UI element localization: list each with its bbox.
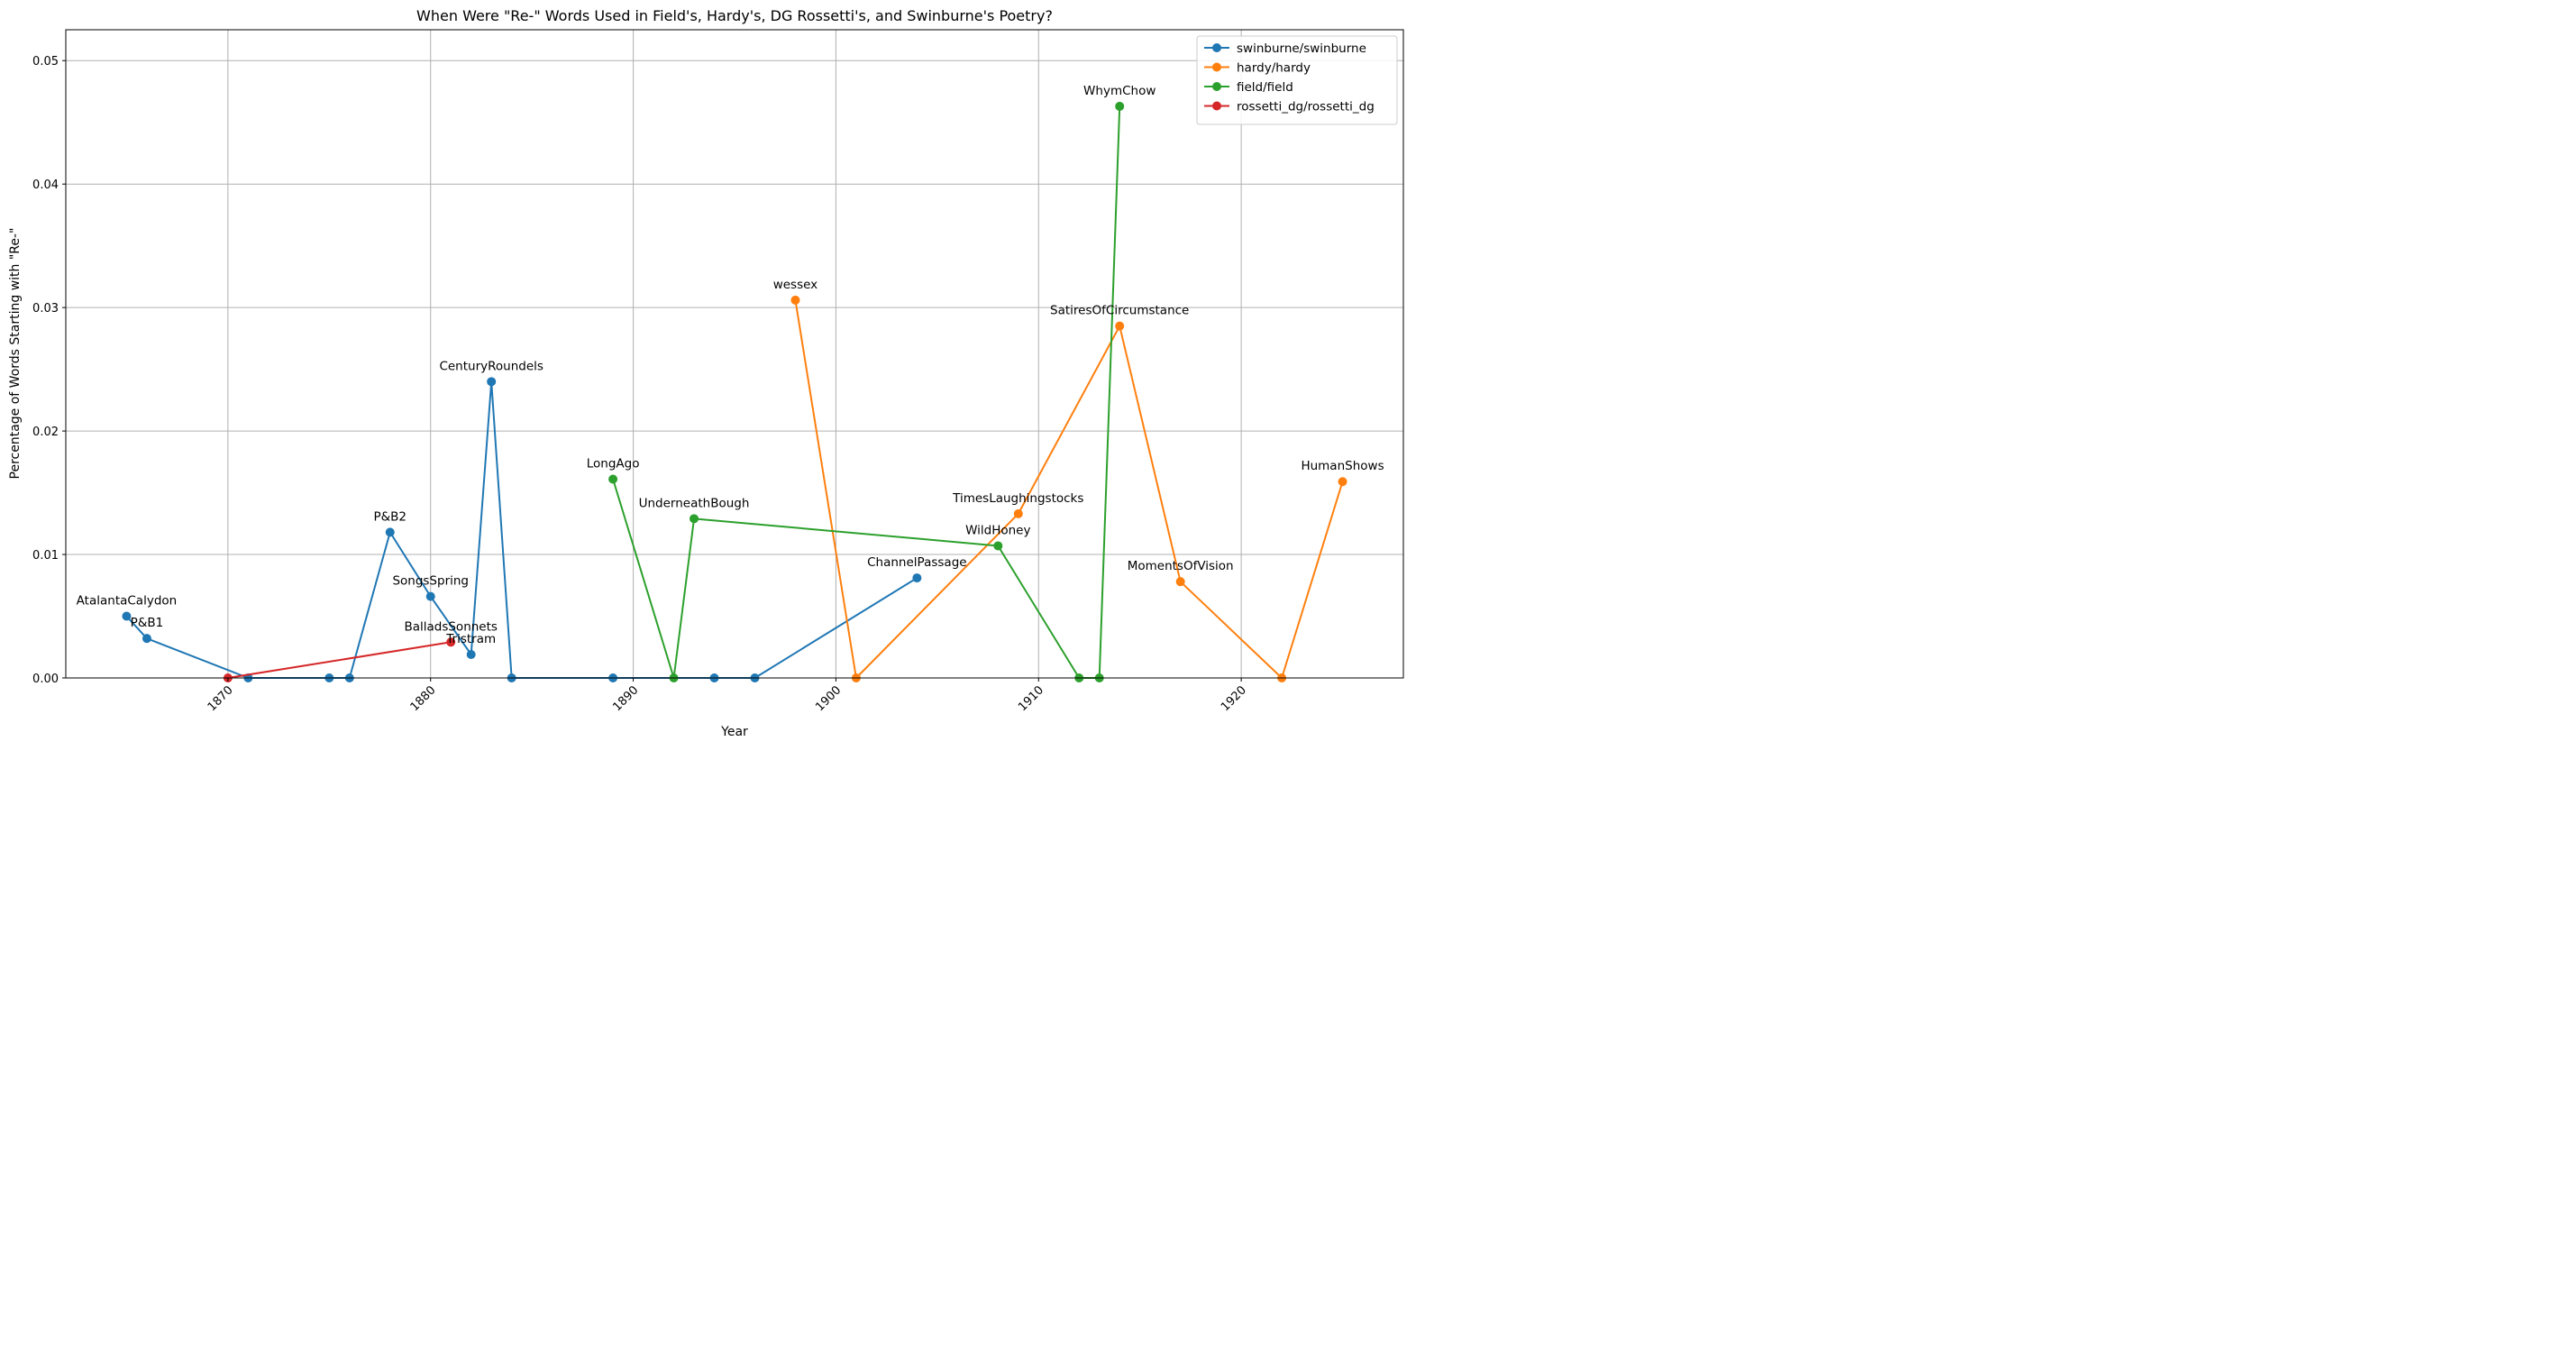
y-tick-label: 0.02 bbox=[32, 426, 59, 439]
y-axis-label: Percentage of Words Starting with "Re-" bbox=[8, 228, 23, 480]
legend: swinburne/swinburne hardy/hardy field/fiel… bbox=[1196, 35, 1398, 125]
legend-entry: rossetti_dg/rossetti_dg bbox=[1204, 100, 1375, 114]
legend-entry: hardy/hardy bbox=[1204, 61, 1311, 76]
data-point bbox=[446, 637, 456, 647]
point-annotation: BalladsSonnets bbox=[404, 619, 498, 634]
chart-title: When Were "Re-" Words Used in Field's, H… bbox=[416, 7, 1053, 24]
data-point bbox=[142, 634, 151, 644]
legend-label: hardy/hardy bbox=[1237, 61, 1311, 76]
legend-label: swinburne/swinburne bbox=[1237, 41, 1366, 56]
chart-background bbox=[0, 0, 1413, 744]
data-point bbox=[122, 611, 132, 621]
data-point bbox=[1175, 577, 1185, 587]
y-tick-label: 0.00 bbox=[32, 673, 59, 686]
point-annotation: SatiresOfCircumstance bbox=[1050, 304, 1189, 318]
legend-swatch-marker bbox=[1212, 82, 1221, 91]
data-point bbox=[385, 527, 395, 537]
legend-entry: field/field bbox=[1204, 80, 1293, 95]
data-point bbox=[1115, 321, 1125, 331]
data-point bbox=[790, 295, 800, 305]
plot-frame bbox=[65, 29, 1404, 679]
data-point bbox=[690, 514, 699, 524]
point-annotation: CenturyRoundels bbox=[439, 359, 543, 373]
legend-label: field/field bbox=[1237, 80, 1293, 95]
point-annotation: Tristram bbox=[445, 632, 496, 646]
point-annotation: WhymChow bbox=[1083, 84, 1156, 98]
legend-swatch-marker bbox=[1212, 101, 1221, 111]
annotations: AtalantaCalydon P&B1 P&B2 SongsSpring Tristr… bbox=[77, 84, 1384, 646]
data-point bbox=[1013, 508, 1023, 518]
y-tick-label: 0.01 bbox=[32, 549, 59, 563]
point-annotation: MomentsOfVision bbox=[1128, 559, 1234, 573]
point-annotation: P&B1 bbox=[131, 616, 164, 630]
data-point bbox=[1115, 101, 1125, 111]
data-point bbox=[608, 474, 618, 484]
y-tick-label: 0.04 bbox=[32, 179, 59, 192]
point-annotation: SongsSpring bbox=[392, 574, 469, 589]
data-point bbox=[1338, 477, 1347, 487]
data-point bbox=[993, 541, 1003, 551]
legend-entry: swinburne/swinburne bbox=[1204, 41, 1366, 56]
point-annotation: TimesLaughingstocks bbox=[952, 491, 1083, 506]
series-line bbox=[227, 641, 452, 679]
legend-swatch-marker bbox=[1212, 43, 1221, 52]
data-point bbox=[466, 649, 476, 659]
legend-swatch-marker bbox=[1212, 62, 1221, 72]
legend-box bbox=[1196, 35, 1398, 125]
y-tick-label: 0.05 bbox=[32, 55, 59, 69]
point-annotation: wessex bbox=[773, 278, 818, 292]
x-axis-label: Year bbox=[720, 725, 748, 739]
data-point bbox=[425, 591, 435, 601]
point-annotation: WildHoney bbox=[965, 523, 1030, 537]
legend-label: rossetti_dg/rossetti_dg bbox=[1237, 100, 1375, 114]
point-annotation: LongAgo bbox=[587, 457, 640, 471]
y-tick-label: 0.03 bbox=[32, 302, 59, 316]
point-annotation: UnderneathBough bbox=[639, 496, 750, 510]
chart: When Were "Re-" Words Used in Field's, H… bbox=[0, 0, 1413, 744]
point-annotation: ChannelPassage bbox=[867, 555, 966, 570]
point-annotation: P&B2 bbox=[373, 509, 406, 524]
point-annotation: HumanShows bbox=[1301, 459, 1384, 473]
data-point bbox=[912, 573, 922, 583]
series-3 bbox=[223, 637, 456, 682]
point-annotation: AtalantaCalydon bbox=[77, 594, 178, 609]
data-point bbox=[487, 377, 497, 387]
